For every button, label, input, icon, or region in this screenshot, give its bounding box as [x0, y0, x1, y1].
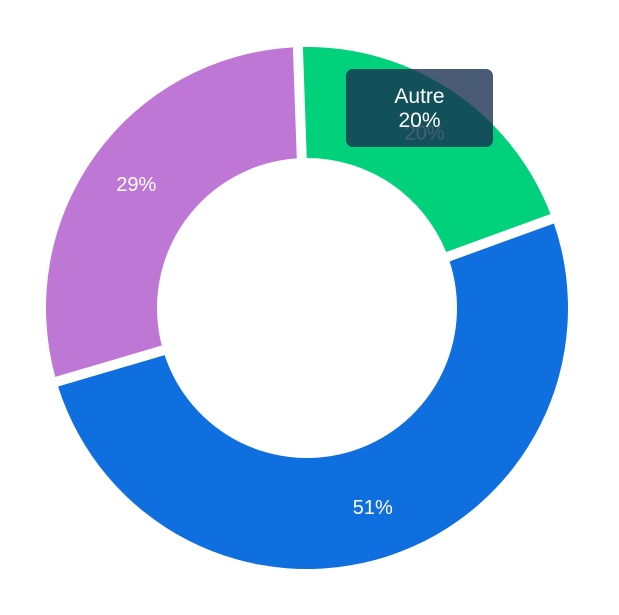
chart-tooltip: Autre 20% [346, 69, 493, 147]
donut-slice-3[interactable] [45, 47, 297, 377]
slice-value-label-2: 51% [353, 497, 393, 519]
donut-slice-2[interactable] [58, 223, 569, 570]
tooltip-category: Autre [394, 85, 445, 108]
slice-value-label-3: 29% [116, 174, 156, 196]
tooltip-value: 20% [398, 109, 441, 132]
